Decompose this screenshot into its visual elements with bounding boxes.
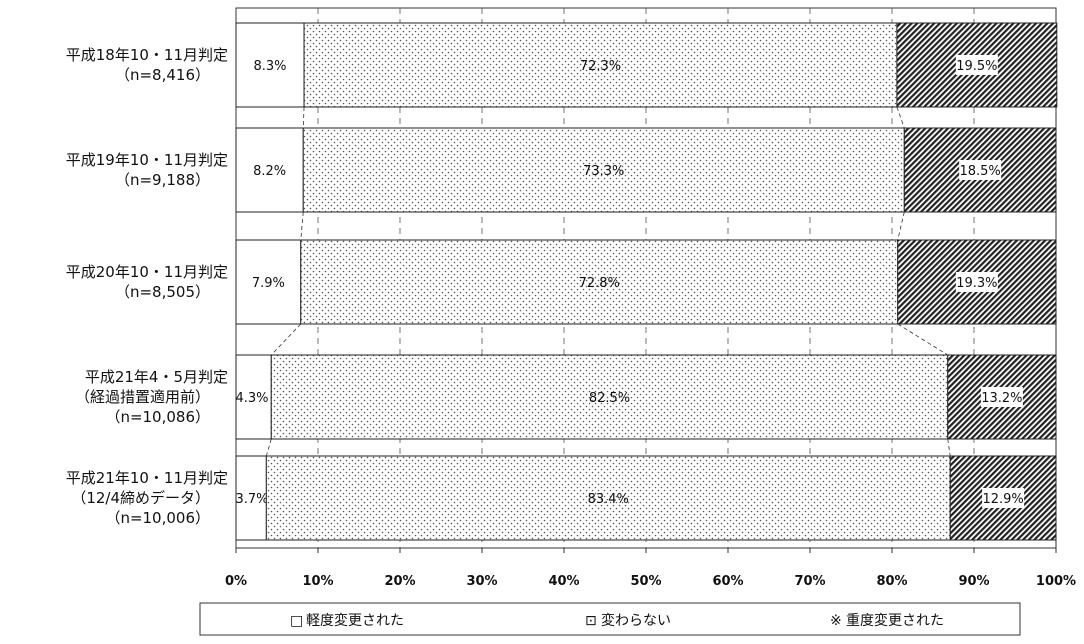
x-tick-label: 60% [712, 574, 743, 589]
series-line [947, 438, 951, 457]
bar-segment [235, 239, 302, 325]
bar-segment [235, 455, 267, 541]
x-tick-label: 50% [630, 574, 661, 589]
data-label: 83.4% [588, 492, 629, 507]
bar-segment [235, 354, 272, 440]
x-tick-label: 100% [1036, 574, 1076, 589]
data-label: 19.5% [956, 59, 997, 74]
series-line [897, 211, 905, 241]
series-line [300, 211, 304, 241]
category-label: （経過措置適用前） [75, 388, 210, 406]
data-label: 12.9% [982, 492, 1023, 507]
category-label: （n=10,086） [105, 408, 210, 426]
x-tick-label: 90% [958, 574, 989, 589]
legend-label: 変わらない [601, 612, 671, 629]
legend-marker: ※ [830, 613, 842, 629]
x-tick-label: 80% [876, 574, 907, 589]
x-tick-label: 30% [466, 574, 497, 589]
bar-segment [300, 239, 899, 325]
data-label: 72.3% [580, 59, 621, 74]
series-line [270, 323, 302, 356]
category-label: （n=10,006） [105, 509, 210, 527]
bar-segment [897, 239, 1057, 325]
data-label-bg [955, 55, 998, 75]
data-label: 18.5% [959, 164, 1000, 179]
data-label-bg [982, 488, 1025, 508]
series-line [302, 106, 305, 129]
legend-label: 重度変更された [846, 612, 944, 629]
bar-segment [265, 455, 951, 541]
x-tick-label: 20% [384, 574, 415, 589]
data-label-bg [955, 272, 998, 292]
data-label: 73.3% [583, 164, 624, 179]
x-tick-label: 0% [225, 574, 247, 589]
category-label: （n=8,416） [115, 66, 210, 84]
category-label: 平成20年10・11月判定 [66, 263, 228, 281]
legend-box [199, 602, 1021, 636]
data-label: 7.9% [252, 276, 285, 291]
data-label: 13.2% [981, 391, 1022, 406]
data-label: 4.3% [235, 391, 268, 406]
data-label: 8.2% [253, 164, 286, 179]
category-label: 平成21年10・11月判定 [66, 469, 228, 487]
category-label: （n=9,188） [115, 171, 210, 189]
data-label: 8.3% [254, 59, 287, 74]
series-line [265, 438, 272, 457]
category-label: （n=8,505） [115, 283, 210, 301]
legend-label: 軽度変更された [306, 612, 404, 629]
series-line [896, 106, 905, 129]
data-label: 19.3% [956, 276, 997, 291]
data-label: 3.7% [235, 492, 268, 507]
x-tick-label: 10% [302, 574, 333, 589]
category-label: （12/4締めデータ） [71, 489, 210, 507]
series-line [897, 323, 948, 356]
data-label-bg [980, 387, 1023, 407]
x-tick-label: 70% [794, 574, 825, 589]
category-label: 平成21年4・5月判定 [85, 368, 228, 386]
data-label-bg [959, 160, 1002, 180]
category-label: 平成18年10・11月判定 [66, 46, 228, 64]
category-label: 平成19年10・11月判定 [66, 151, 228, 169]
data-label: 72.8% [579, 276, 620, 291]
x-tick-label: 40% [548, 574, 579, 589]
legend-marker: ⊡ [585, 613, 597, 629]
bar-segment [302, 127, 905, 213]
legend-marker: □ [290, 613, 303, 629]
data-label: 82.5% [589, 391, 630, 406]
bar-segment [303, 22, 898, 108]
